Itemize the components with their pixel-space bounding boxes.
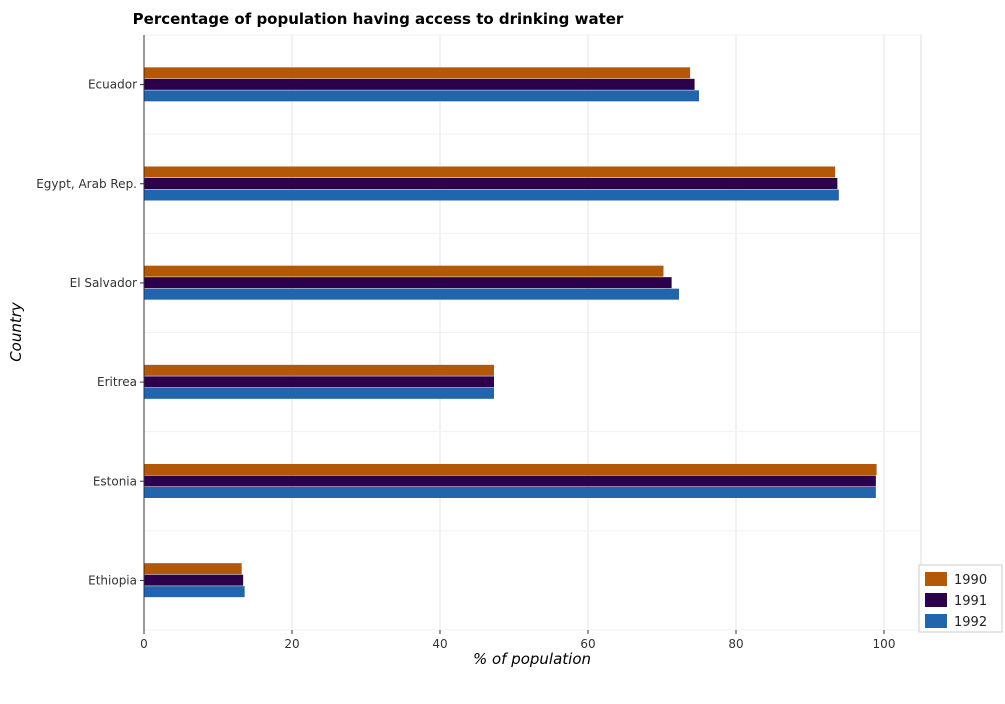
x-tick-label: 20 xyxy=(284,637,299,651)
bar-1992-eritrea xyxy=(144,387,495,399)
bar-1991-estonia xyxy=(144,475,876,487)
bar-1991-ethiopia xyxy=(144,574,244,586)
bar-1992-estonia xyxy=(144,487,876,498)
bar-layer xyxy=(144,67,877,598)
axis-layer: 0 20 40 60 80 100 Ecuador Egypt, Arab Rep. El Sa… xyxy=(36,35,895,651)
legend-swatch xyxy=(925,572,947,586)
bar-1990-eritrea xyxy=(144,364,495,376)
x-tick-label: 60 xyxy=(580,637,595,651)
bar-1991-ecuador xyxy=(144,78,695,90)
bar-1992-egypt-arab-rep- xyxy=(144,189,839,201)
bar-1990-egypt-arab-rep- xyxy=(144,166,836,178)
bar-1991-eritrea xyxy=(144,376,495,388)
x-tick-label: 100 xyxy=(873,637,896,651)
legend-swatch xyxy=(925,593,947,607)
y-tick-label: Ecuador xyxy=(88,78,137,92)
bar-1990-estonia xyxy=(144,464,877,475)
y-tick-label: Egypt, Arab Rep. xyxy=(36,177,137,191)
bar-1990-ethiopia xyxy=(144,563,242,575)
x-tick-label: 40 xyxy=(432,637,447,651)
y-tick-label: El Salvador xyxy=(70,276,137,290)
x-axis-label: % of population xyxy=(473,650,591,668)
bar-1992-ethiopia xyxy=(144,586,245,598)
legend-swatch xyxy=(925,614,947,628)
legend-label: 1992 xyxy=(954,615,987,630)
y-tick-label: Ethiopia xyxy=(88,573,137,587)
y-tick-label: Eritrea xyxy=(97,375,137,389)
bar-1991-egypt-arab-rep- xyxy=(144,178,838,189)
bar-1992-el-salvador xyxy=(144,288,680,300)
bar-1991-el-salvador xyxy=(144,277,672,289)
y-tick-label: Estonia xyxy=(93,474,137,488)
bar-1990-el-salvador xyxy=(144,265,664,277)
legend: 1990 1991 1992 xyxy=(918,564,1003,633)
legend-label: 1990 xyxy=(954,573,987,588)
x-tick-label: 80 xyxy=(728,637,743,651)
bar-1992-ecuador xyxy=(144,90,699,102)
legend-label: 1991 xyxy=(954,594,987,609)
chart-title: Percentage of population having access t… xyxy=(133,10,624,28)
bar-1990-ecuador xyxy=(144,67,691,79)
x-tick-label: 0 xyxy=(140,637,148,651)
y-axis-label: Country xyxy=(7,301,25,362)
